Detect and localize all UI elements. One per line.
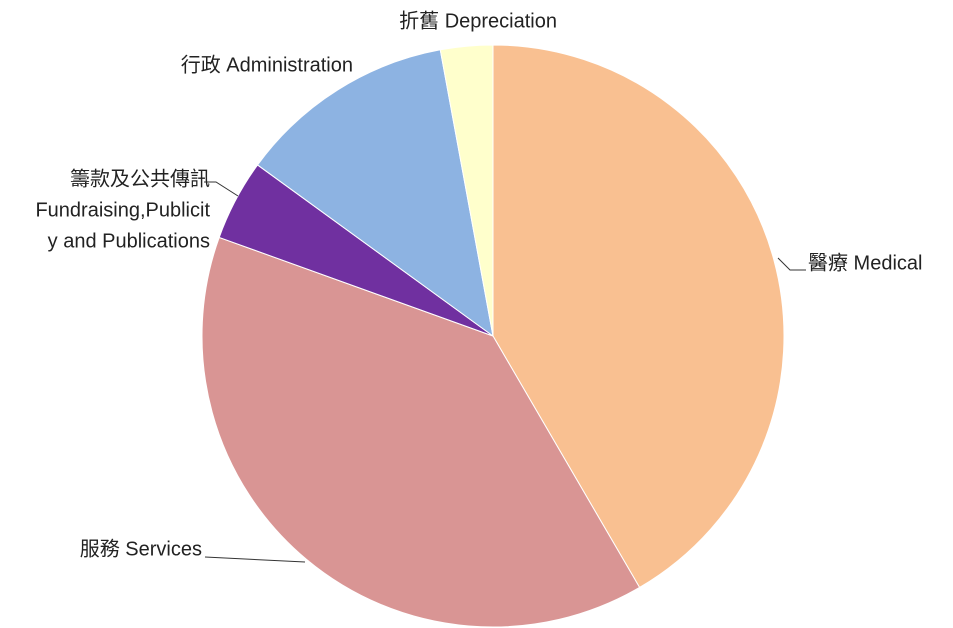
leader-line <box>204 181 239 197</box>
labels: 醫療 Medical 服務 Services 籌款及公共傳訊 Fundraising,… <box>35 9 922 563</box>
slice-label: 醫療 Medical <box>808 251 922 274</box>
pie-slice <box>201 236 641 628</box>
slice-label: Fundraising,Publicit <box>35 199 210 221</box>
slice-label: 行政 Administration <box>181 53 353 76</box>
slice-label: 服務 Services <box>80 537 202 560</box>
pie-slice <box>256 49 494 338</box>
slice-label: y and Publications <box>48 230 210 252</box>
pie-slice <box>439 44 494 337</box>
leader-line <box>204 556 306 563</box>
slice-label: 籌款及公共傳訊 <box>70 167 210 190</box>
pie-slice <box>492 44 785 589</box>
pie <box>201 44 785 628</box>
slice-label: 折舊 Depreciation <box>399 9 557 32</box>
leader-line <box>777 257 806 271</box>
